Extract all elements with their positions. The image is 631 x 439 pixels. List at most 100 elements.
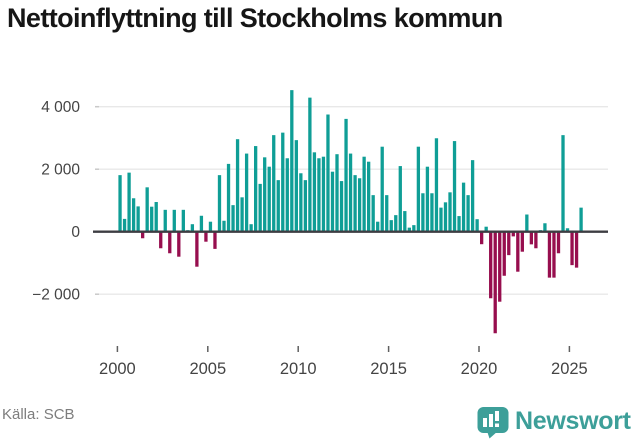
bar-positive xyxy=(208,221,213,232)
bar-positive xyxy=(308,97,312,232)
bar-positive xyxy=(294,140,298,232)
bar-positive xyxy=(285,158,289,232)
bar-positive xyxy=(389,220,393,232)
bar-positive xyxy=(154,202,158,232)
bar-positive xyxy=(434,138,439,232)
chart-title: Nettoinflyttning till Stockholms kommun xyxy=(7,3,503,33)
bar-positive xyxy=(330,171,335,232)
bar-positive xyxy=(412,225,416,232)
bar-negative xyxy=(168,231,172,254)
bar-positive xyxy=(344,118,348,232)
bar-positive xyxy=(367,161,371,232)
bar-positive xyxy=(380,146,384,232)
bar-negative xyxy=(489,231,493,299)
brand-wordmark: Newsworthy xyxy=(515,407,631,435)
bar-positive xyxy=(416,146,421,232)
bar-positive xyxy=(421,193,425,232)
x-tick-label: 2015 xyxy=(370,360,407,378)
bar-positive xyxy=(181,209,185,232)
bar-negative xyxy=(177,231,181,257)
bar-negative xyxy=(141,231,145,239)
bar-positive xyxy=(353,175,357,232)
bar-positive xyxy=(394,215,398,232)
bar-positive xyxy=(299,173,303,232)
bar-positive xyxy=(362,156,366,232)
bar-negative xyxy=(159,231,163,249)
bar-positive xyxy=(249,224,253,232)
bar-negative xyxy=(570,231,574,266)
y-tick-label: 4 000 xyxy=(41,99,80,116)
bar-positive xyxy=(312,152,317,232)
bar-positive xyxy=(222,220,226,232)
bar-positive xyxy=(357,178,362,232)
bar-positive xyxy=(335,154,339,232)
x-tick-label: 2025 xyxy=(551,360,588,378)
y-tick-label: 2 000 xyxy=(41,162,80,179)
bar-positive xyxy=(190,224,195,232)
bar-negative xyxy=(552,231,556,278)
bar-positive xyxy=(565,228,570,232)
bar-positive xyxy=(172,209,176,232)
bar-positive xyxy=(579,207,583,232)
x-tick-label: 2010 xyxy=(280,360,317,378)
bar-positive xyxy=(263,157,267,232)
bar-positive xyxy=(470,160,475,232)
bar-negative xyxy=(195,231,199,267)
bar-positive xyxy=(244,153,249,232)
bar-positive xyxy=(457,216,461,232)
bar-positive xyxy=(258,183,262,232)
bar-negative xyxy=(204,231,208,242)
bar-negative xyxy=(502,231,506,276)
bar-positive xyxy=(136,206,140,232)
bar-positive xyxy=(235,139,240,232)
bar-positive xyxy=(290,90,294,232)
bar-positive xyxy=(150,206,154,232)
bar-positive xyxy=(466,195,470,232)
bar-negative xyxy=(213,231,217,249)
bar-negative xyxy=(507,231,511,256)
bar-positive xyxy=(326,114,330,232)
migration-bar-chart: −2 000 0 2 000 4 000 2000 2005 2010 2015 2020 202… xyxy=(32,90,608,378)
bar-negative xyxy=(529,231,534,245)
bar-positive xyxy=(443,202,448,232)
bar-positive xyxy=(448,192,452,232)
newsworthy-bar-chart-badge-icon xyxy=(477,407,509,439)
bar-positive xyxy=(403,211,407,232)
bar-positive xyxy=(407,227,411,232)
bar-positive xyxy=(348,153,353,232)
bar-positive xyxy=(118,175,122,232)
bar-negative xyxy=(480,231,484,245)
x-tick-label: 2000 xyxy=(99,360,136,378)
bar-positive xyxy=(321,156,326,232)
bar-positive xyxy=(163,209,167,232)
bar-positive xyxy=(199,215,204,232)
bar-negative xyxy=(556,231,561,254)
bar-positive xyxy=(425,166,430,232)
bar-positive xyxy=(272,135,276,232)
bar-positive xyxy=(240,197,244,232)
bar-positive xyxy=(561,135,565,232)
bar-positive xyxy=(267,166,271,232)
bar-negative xyxy=(498,231,502,302)
bar-positive xyxy=(226,163,231,232)
bar-negative xyxy=(574,231,579,268)
bar-positive xyxy=(127,172,131,232)
y-tick-label: −2 000 xyxy=(32,287,80,304)
bar-negative xyxy=(511,231,515,237)
bar-negative xyxy=(493,231,497,334)
bar-positive xyxy=(339,181,344,232)
bar-positive xyxy=(430,193,434,232)
bar-positive xyxy=(217,175,222,232)
bar-negative xyxy=(516,231,520,272)
source-attribution: Källa: SCB xyxy=(2,406,75,423)
bar-negative xyxy=(534,231,538,249)
bar-positive xyxy=(145,187,149,232)
bar-positive xyxy=(254,146,258,232)
bar-positive xyxy=(439,207,443,232)
bar-positive xyxy=(122,218,127,232)
bar-positive xyxy=(385,195,389,232)
bar-positive xyxy=(525,214,529,232)
newsworthy-logo: Newsworthy xyxy=(477,407,631,439)
bar-negative xyxy=(520,231,524,252)
bar-negative xyxy=(547,231,552,278)
